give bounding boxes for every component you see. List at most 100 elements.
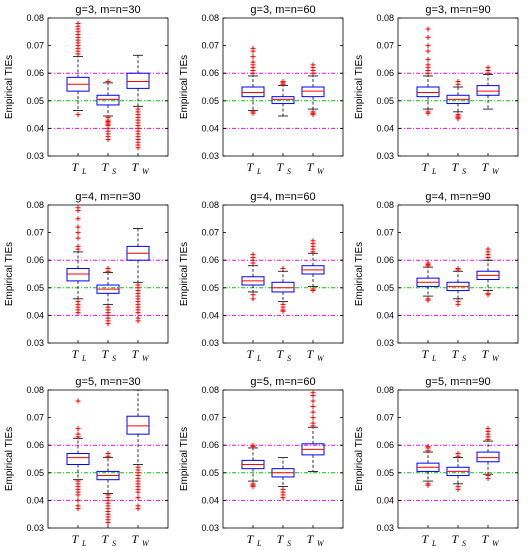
x-category-subscript: L: [431, 354, 437, 363]
box-group: [416, 26, 440, 116]
x-category-subscript: L: [431, 167, 437, 176]
outlier-marker: [75, 492, 81, 498]
x-category-label: T: [102, 160, 110, 174]
outlier-marker: [485, 475, 491, 481]
x-category-subscript: L: [256, 354, 262, 363]
y-tick-label: 0.06: [201, 440, 219, 450]
panel-title: g=5, m=n=30: [75, 376, 140, 388]
x-category-label: T: [247, 532, 255, 546]
outlier-marker: [425, 26, 431, 32]
outlier-marker: [135, 310, 141, 316]
box-group: [446, 265, 470, 307]
y-tick-label: 0.05: [376, 96, 394, 106]
y-tick-label: 0.04: [201, 310, 219, 320]
axes-frame: [222, 389, 344, 529]
x-category-label: T: [307, 532, 315, 546]
box-group: [126, 228, 150, 324]
outlier-marker: [75, 230, 81, 236]
y-tick-label: 0.03: [376, 338, 394, 348]
outlier-marker: [310, 415, 316, 421]
x-category-subscript: S: [287, 354, 291, 363]
box-group: [271, 457, 295, 501]
outlier-marker: [485, 246, 491, 252]
box-group: [476, 246, 500, 298]
outlier-marker: [425, 297, 431, 303]
y-tick-label: 0.04: [26, 310, 44, 320]
y-tick-label: 0.08: [201, 385, 219, 395]
outlier-marker: [425, 482, 431, 488]
y-tick-label: 0.03: [26, 338, 44, 348]
y-tick-label: 0.05: [26, 468, 44, 478]
box-group: [96, 450, 120, 525]
x-category-label: T: [72, 347, 80, 361]
x-category-subscript: L: [81, 539, 87, 548]
outlier-marker: [250, 59, 256, 65]
iqr-box: [416, 86, 440, 98]
x-category-subscript: L: [256, 539, 262, 548]
x-category-subscript: L: [431, 539, 437, 548]
y-tick-label: 0.04: [26, 123, 44, 133]
y-tick-label: 0.03: [201, 151, 219, 161]
outlier-marker: [75, 235, 81, 241]
outlier-marker: [425, 260, 431, 266]
y-tick-label: 0.08: [376, 200, 394, 210]
x-category-label: T: [307, 160, 315, 174]
outlier-marker: [310, 409, 316, 415]
y-tick-label: 0.04: [376, 495, 394, 505]
y-tick-label: 0.03: [376, 151, 394, 161]
outlier-marker: [250, 292, 256, 298]
outlier-marker: [75, 497, 81, 503]
box-group: [66, 398, 90, 512]
box-group: [96, 265, 120, 327]
axes-frame: [397, 204, 519, 344]
x-category-subscript: W: [492, 539, 500, 548]
iqr-box: [126, 415, 150, 435]
y-tick-label: 0.08: [201, 13, 219, 23]
x-category-label: T: [102, 347, 110, 361]
y-tick-label: 0.07: [201, 228, 219, 238]
outlier-marker: [425, 110, 431, 116]
x-category-label: T: [102, 532, 110, 546]
panel-title: g=3, m=n=90: [425, 4, 490, 16]
y-tick-label: 0.06: [201, 255, 219, 265]
outlier-marker: [135, 506, 141, 512]
y-axis-label: Empirical TIEs: [354, 55, 365, 119]
y-axis-label: Empirical TIEs: [179, 242, 190, 306]
x-category-label: T: [277, 347, 285, 361]
y-tick-label: 0.08: [26, 200, 44, 210]
y-axis-label: Empirical TIEs: [354, 242, 365, 306]
outlier-marker: [75, 216, 81, 222]
y-tick-label: 0.03: [26, 523, 44, 533]
outlier-marker: [250, 484, 256, 490]
box-group: [301, 238, 325, 294]
box-group: [96, 78, 120, 142]
x-category-subscript: S: [287, 539, 291, 548]
box-group: [301, 62, 325, 118]
boxplot-panel: g=4, m=n=30 0.03 0.04 0.05 0.06 0.07 0.08 Empir…: [4, 191, 169, 363]
outlier-marker: [310, 390, 316, 396]
outlier-marker: [105, 321, 111, 327]
y-tick-label: 0.07: [26, 228, 44, 238]
outlier-marker: [75, 112, 81, 118]
x-category-subscript: W: [492, 354, 500, 363]
boxplot-panel: g=5, m=n=30 0.03 0.04 0.05 0.06 0.07 0.08 Empir…: [4, 376, 169, 548]
outlier-marker: [425, 56, 431, 62]
x-category-subscript: W: [492, 167, 500, 176]
outlier-marker: [455, 450, 461, 456]
outlier-marker: [105, 78, 111, 84]
boxplot-panel: g=4, m=n=60 0.03 0.04 0.05 0.06 0.07 0.08 Empir…: [179, 191, 344, 363]
y-tick-label: 0.03: [376, 523, 394, 533]
outlier-marker: [425, 444, 431, 450]
y-tick-label: 0.06: [376, 255, 394, 265]
box-group: [476, 65, 500, 110]
outlier-marker: [455, 265, 461, 271]
panel-title: g=3, m=n=60: [250, 4, 315, 16]
y-tick-label: 0.08: [26, 385, 44, 395]
box-group: [241, 442, 265, 490]
y-tick-label: 0.04: [201, 495, 219, 505]
outlier-marker: [135, 495, 141, 501]
outlier-marker: [485, 292, 491, 298]
x-category-subscript: S: [462, 539, 466, 548]
boxplot-panel: g=4, m=n=90 0.03 0.04 0.05 0.06 0.07 0.08 Empir…: [354, 191, 519, 363]
y-tick-label: 0.05: [376, 283, 394, 293]
